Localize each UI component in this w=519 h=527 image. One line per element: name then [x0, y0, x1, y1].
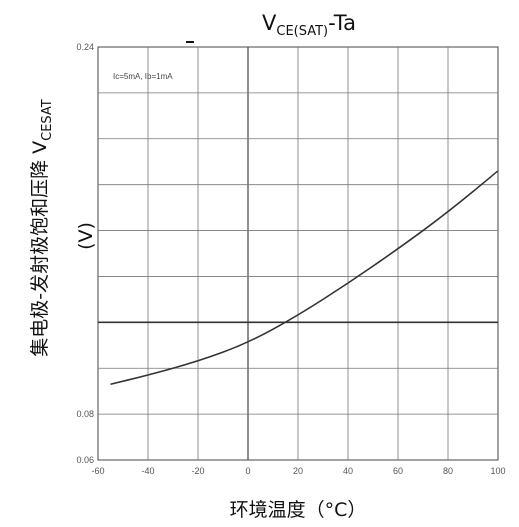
x-tick-label: 80: [443, 466, 453, 476]
y-axis-label: 集电极-发射极饱和压降 VCESAT: [29, 99, 55, 357]
x-tick-label: 20: [293, 466, 303, 476]
x-tick-label: -60: [91, 466, 104, 476]
y-tick-label: 0.06: [76, 455, 94, 465]
y-axis-label-sub: CESAT: [40, 99, 55, 141]
y-axis-label-main: 集电极-发射极饱和压降 V: [29, 141, 51, 357]
x-tick-labels: -60 -40 -20 0 20 40 60 80 100: [91, 466, 505, 476]
y-axis-unit: (V): [75, 222, 97, 250]
chart-title-rest: -Ta: [328, 11, 356, 35]
series-group: [110, 170, 499, 386]
grid: [98, 47, 498, 460]
series-line: [110, 170, 499, 386]
chart-title: VCE(SAT)-Ta: [262, 11, 356, 39]
annotation: Ic=5mA, Ib=1mA: [113, 72, 173, 81]
x-tick-label: 60: [393, 466, 403, 476]
chart-title-sub: CE(SAT): [276, 24, 328, 39]
y-tick-labels: 0.24 0.08 0.06: [76, 42, 94, 465]
chart-title-main: V: [262, 11, 277, 35]
x-tick-label: -40: [141, 466, 154, 476]
x-tick-label: 0: [245, 466, 250, 476]
x-tick-label: 100: [490, 466, 505, 476]
x-axis-label: 环境温度（°C）: [230, 499, 367, 521]
x-tick-label: 40: [343, 466, 353, 476]
x-tick-label: -20: [191, 466, 204, 476]
y-tick-label: 0.08: [76, 409, 94, 419]
y-tick-label: 0.24: [76, 42, 94, 52]
